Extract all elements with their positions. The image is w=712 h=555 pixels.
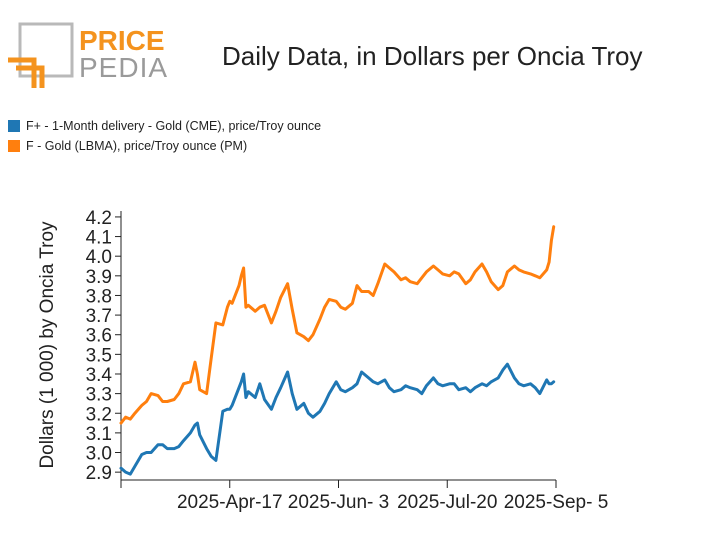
series-line-0 <box>119 362 556 476</box>
y-axis: 2.93.03.13.23.33.43.53.63.73.83.94.04.14… <box>86 208 122 484</box>
y-tick-label: 4.1 <box>86 228 112 249</box>
x-tick-label: 2025-Jul-20 <box>397 492 497 513</box>
legend-label-lbma: F - Gold (LBMA), price/Troy ounce (PM) <box>26 139 248 153</box>
y-tick-label: 3.8 <box>86 286 112 307</box>
series-layer <box>119 225 556 476</box>
y-tick-label: 3.2 <box>86 404 112 425</box>
y-tick-label: 3.9 <box>86 267 112 288</box>
logo-text-pedia: PEDIA <box>79 52 168 83</box>
legend-item-lbma[interactable]: F - Gold (LBMA), price/Troy ounce (PM) <box>8 139 247 153</box>
y-axis-label: Dollars (1 000) by Oncia Troy <box>37 221 58 469</box>
y-tick-label: 2.9 <box>86 463 112 484</box>
y-tick-label: 3.4 <box>86 365 113 386</box>
x-axis: 2025-Apr-17 2025-Jun- 3 2025-Jul-20 2025-Se… <box>120 479 609 513</box>
y-tick-label: 4.0 <box>86 247 112 268</box>
y-tick-label: 3.1 <box>86 424 112 445</box>
series-line-1 <box>119 225 556 425</box>
x-tick-label: 2025-Apr-17 <box>177 492 283 513</box>
chart-title: Daily Data, in Dollars per Oncia Troy <box>222 41 643 71</box>
legend-label-cme: F+ - 1-Month delivery - Gold (CME), pric… <box>26 119 322 133</box>
y-tick-label: 3.0 <box>86 444 112 465</box>
y-tick-label: 3.7 <box>86 306 112 327</box>
y-tick-label: 3.6 <box>86 326 112 347</box>
x-tick-label: 2025-Sep- 5 <box>504 492 609 513</box>
legend-item-cme[interactable]: F+ - 1-Month delivery - Gold (CME), pric… <box>8 119 321 133</box>
legend-swatch-lbma <box>8 140 20 152</box>
pricepedia-logo: PRICE PEDIA <box>8 22 168 88</box>
legend-swatch-cme <box>8 120 20 132</box>
y-tick-label: 4.2 <box>86 208 112 229</box>
y-tick-label: 3.5 <box>86 345 112 366</box>
x-tick-label: 2025-Jun- 3 <box>288 492 389 513</box>
y-tick-label: 3.3 <box>86 385 112 406</box>
logo-text-price: PRICE <box>79 25 165 56</box>
